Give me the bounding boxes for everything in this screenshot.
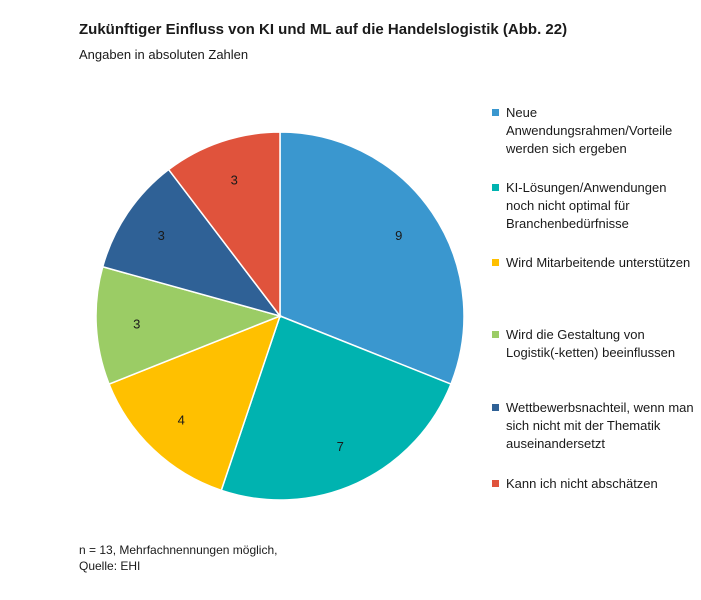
data-label-5: 3 [158,228,165,243]
chart-title: Zukünftiger Einfluss von KI und ML auf d… [79,21,568,38]
footnote-source: Quelle: EHI [79,559,141,573]
footnote-sample-size: n = 13, Mehrfachnennungen möglich, [79,543,278,557]
data-label-3: 4 [178,413,185,428]
legend-item-1: Neue Anwendungsrahmen/Vorteile werden si… [492,104,697,158]
legend-swatch-5 [492,404,499,411]
legend-swatch-2 [492,184,499,191]
data-label-4: 3 [133,316,140,331]
pie-slice-5 [101,168,282,318]
pie-slice-1 [279,131,465,386]
legend-label-2: KI-Lösungen/Anwendungen noch nicht optim… [506,180,667,231]
data-label-6: 3 [231,173,238,188]
legend-label-5: Wettbewerbsnachteil, wenn man sich nicht… [506,400,694,451]
legend-item-6: Kann ich nicht abschätzen [492,475,697,493]
pie-slice-6 [167,131,281,319]
legend-label-4: Wird die Gestaltung von Logistik(-ketten… [506,327,676,360]
data-label-2: 7 [337,439,344,454]
chart-subtitle: Angaben in absoluten Zahlen [79,47,249,62]
legend-swatch-3 [492,259,499,266]
legend-item-5: Wettbewerbsnachteil, wenn man sich nicht… [492,399,697,453]
data-label-1: 9 [395,228,402,243]
legend-item-3: Wird Mitarbeitende unterstützen [492,254,697,272]
pie-slice-3 [108,314,282,492]
legend-swatch-6 [492,480,499,487]
pie-slice-2 [220,315,452,501]
legend-swatch-1 [492,109,499,116]
legend-label-3: Wird Mitarbeitende unterstützen [506,255,691,270]
pie-slice-4 [95,265,283,386]
legend-swatch-4 [492,331,499,338]
legend-label-1: Neue Anwendungsrahmen/Vorteile werden si… [506,105,673,156]
legend-item-2: KI-Lösungen/Anwendungen noch nicht optim… [492,179,697,233]
legend-item-4: Wird die Gestaltung von Logistik(-ketten… [492,326,697,362]
legend-label-6: Kann ich nicht abschätzen [506,476,658,491]
footnote: n = 13, Mehrfachnennungen möglich, Quell… [79,542,277,574]
